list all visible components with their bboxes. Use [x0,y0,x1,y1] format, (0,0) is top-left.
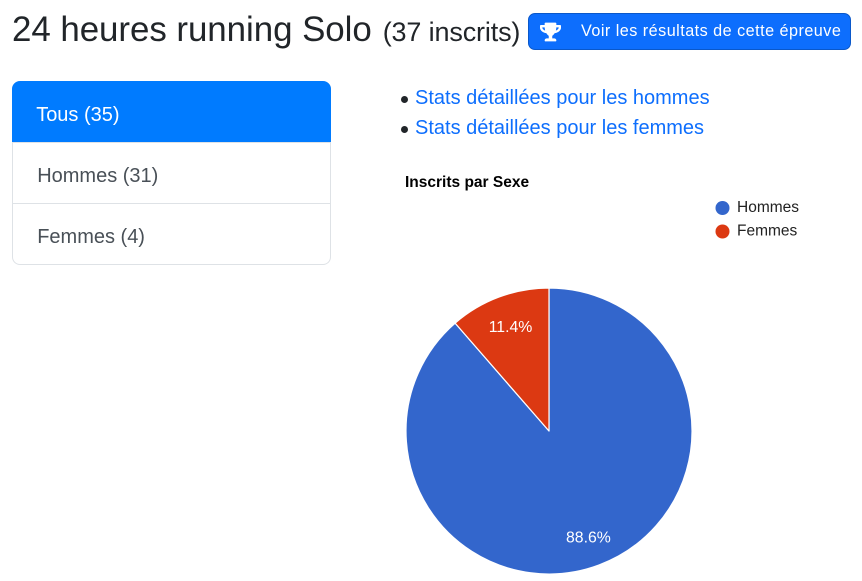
svg-text:88.6%: 88.6% [566,529,611,546]
svg-text:Inscrits par Sexe: Inscrits par Sexe [405,174,529,191]
svg-text:Hommes: Hommes [737,199,799,216]
svg-text:11.4%: 11.4% [489,319,533,336]
svg-text:Femmes: Femmes [737,223,798,240]
